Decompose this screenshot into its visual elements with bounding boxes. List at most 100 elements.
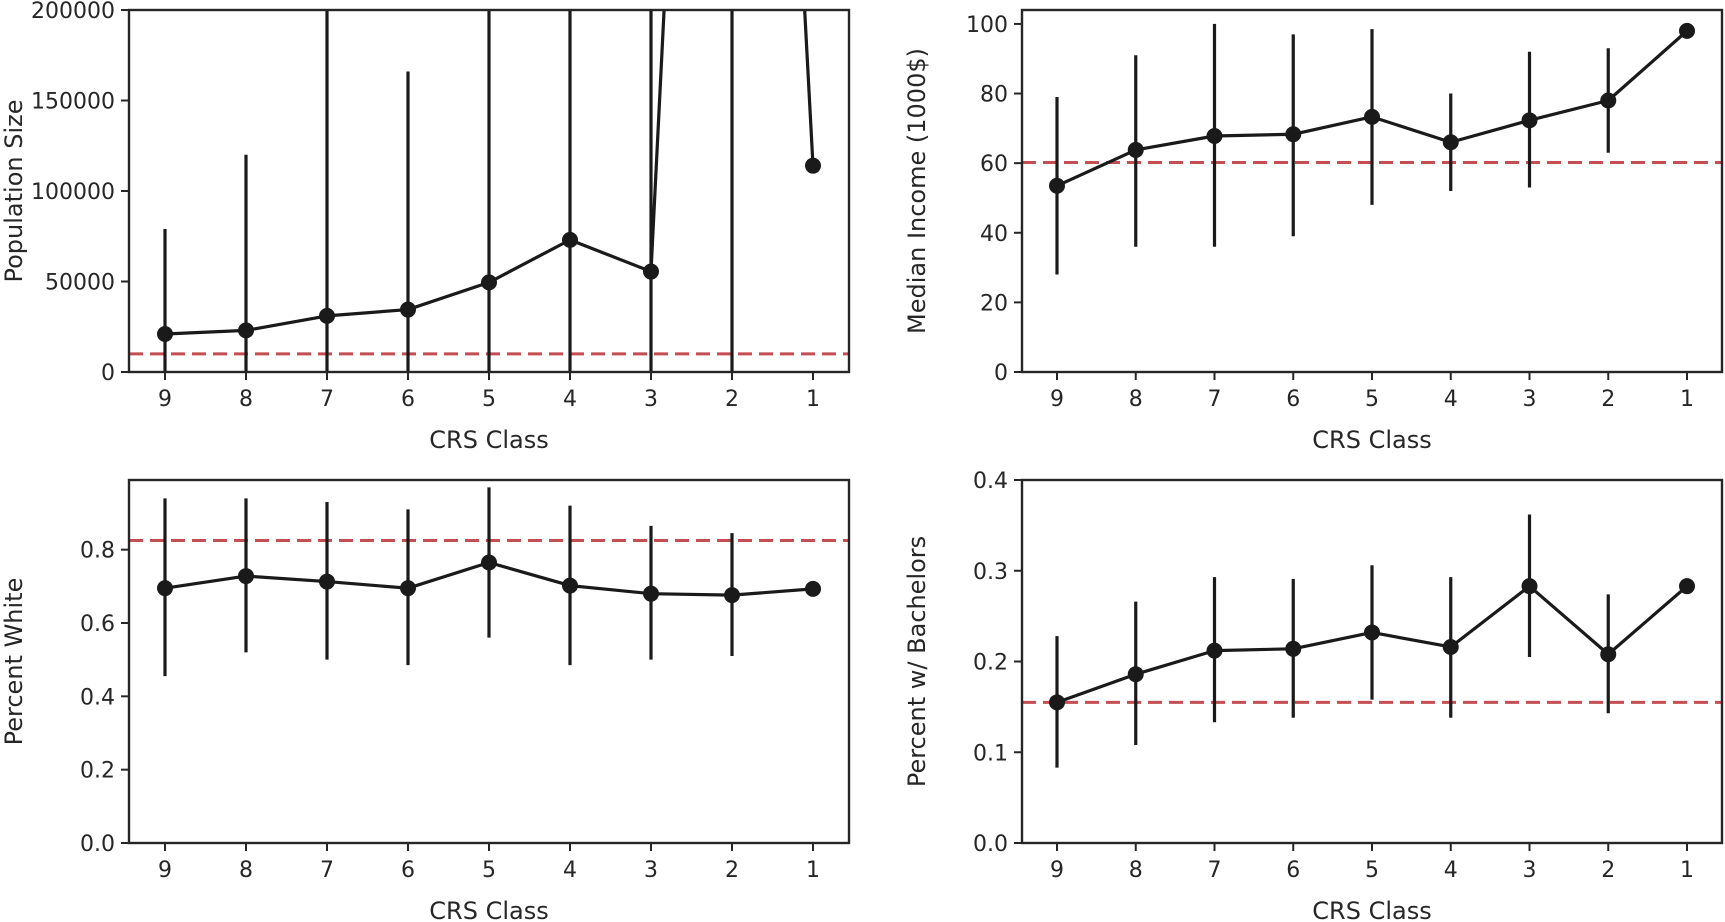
x-tick-label: 4 — [563, 858, 577, 883]
x-tick-label: 1 — [806, 387, 820, 412]
x-tick-label: 9 — [1050, 858, 1064, 883]
data-point — [1206, 128, 1223, 145]
y-tick-label: 200000 — [31, 0, 115, 24]
x-tick-label: 5 — [482, 858, 496, 883]
plot-area — [129, 10, 849, 372]
y-tick-label: 0.8 — [80, 539, 115, 564]
data-point — [1521, 112, 1538, 129]
x-tick-label: 5 — [1365, 387, 1379, 412]
data-point — [1285, 126, 1302, 143]
x-tick-label: 8 — [1129, 858, 1143, 883]
y-tick-label: 60 — [980, 152, 1008, 177]
data-point — [805, 580, 821, 597]
x-tick-label: 4 — [1444, 858, 1458, 883]
data-point — [400, 580, 416, 597]
y-tick-label: 0.0 — [973, 832, 1008, 857]
x-tick-label: 6 — [401, 858, 415, 883]
y-tick-label: 0.6 — [80, 612, 115, 637]
x-axis-label: CRS Class — [1312, 897, 1431, 922]
x-tick-label: 6 — [1286, 858, 1300, 883]
x-tick-label: 2 — [1601, 387, 1615, 412]
data-point — [400, 301, 416, 318]
data-point — [1442, 638, 1459, 655]
y-tick-label: 150000 — [31, 90, 115, 115]
y-axis-label: Median Income (1000$) — [903, 48, 931, 334]
y-tick-label: 0 — [994, 361, 1008, 386]
plot-area — [129, 487, 849, 677]
x-tick-label: 4 — [1444, 387, 1458, 412]
x-tick-label: 7 — [1208, 858, 1222, 883]
data-point — [319, 307, 335, 324]
data-point — [1127, 666, 1144, 683]
x-tick-label: 5 — [482, 387, 496, 412]
y-tick-label: 0 — [101, 361, 115, 386]
x-tick-label: 1 — [1680, 387, 1694, 412]
panel-bachelors: 9 8 7 6 5 4 3 2 1 0.0 0.1 0.2 0.3 0.4 CRS Class Percent… — [903, 469, 1724, 922]
data-point — [157, 325, 173, 342]
y-tick-label: 0.2 — [973, 651, 1008, 676]
data-point — [643, 263, 659, 280]
x-tick-label: 2 — [725, 858, 739, 883]
data-point — [1442, 134, 1459, 151]
x-tick-label: 3 — [644, 387, 658, 412]
data-point — [157, 580, 173, 597]
data-point — [1049, 694, 1065, 711]
x-axis-label: CRS Class — [1312, 426, 1431, 454]
data-point — [1521, 578, 1538, 595]
data-point — [1364, 108, 1380, 125]
x-tick-label: 9 — [158, 387, 172, 412]
y-axis-label: Percent w/ Bachelors — [903, 536, 931, 787]
x-axis-label: CRS Class — [429, 426, 548, 454]
x-tick-label: 7 — [320, 858, 334, 883]
x-tick-label: 9 — [158, 858, 172, 883]
y-axis-label: Percent White — [0, 578, 28, 746]
data-point — [1600, 92, 1617, 109]
y-tick-label: 0.2 — [80, 759, 115, 784]
y-tick-label: 40 — [980, 222, 1008, 247]
plot-area — [1022, 514, 1722, 768]
data-point — [238, 568, 254, 585]
x-tick-label: 4 — [563, 387, 577, 412]
y-axis-label: Population Size — [0, 100, 28, 283]
y-tick-label: 0.4 — [973, 469, 1008, 494]
y-tick-label: 50000 — [45, 271, 115, 296]
y-tick-label: 100 — [966, 13, 1008, 38]
data-point — [319, 573, 335, 590]
x-tick-label: 8 — [239, 387, 253, 412]
x-tick-label: 7 — [1208, 387, 1222, 412]
data-point — [1600, 646, 1617, 663]
data-point — [1127, 141, 1144, 158]
x-tick-label: 2 — [1601, 858, 1615, 883]
y-tick-label: 20 — [980, 291, 1008, 316]
panel-white: 9 8 7 6 5 4 3 2 1 0.0 0.2 0.4 0.6 0.8 CRS Class Percent… — [0, 478, 851, 922]
y-tick-label: 0.4 — [80, 685, 115, 710]
x-tick-label: 1 — [806, 858, 820, 883]
x-tick-label: 5 — [1365, 858, 1379, 883]
y-tick-label: 0.0 — [80, 832, 115, 857]
data-point — [805, 157, 821, 174]
y-tick-label: 0.3 — [973, 560, 1008, 585]
data-point — [1049, 177, 1065, 194]
data-point — [238, 322, 254, 339]
panel-population: 9 8 7 6 5 4 3 2 1 0 50000 100000 150000 200000 CRS Cla… — [0, 0, 851, 454]
y-tick-label: 0.1 — [973, 741, 1008, 766]
data-point — [562, 577, 578, 594]
x-tick-label: 8 — [1129, 387, 1143, 412]
x-axis-label: CRS Class — [429, 897, 548, 922]
y-tick-label: 80 — [980, 83, 1008, 108]
x-tick-label: 8 — [239, 858, 253, 883]
x-tick-label: 6 — [401, 387, 415, 412]
data-point — [481, 274, 497, 291]
panel-income: 9 8 7 6 5 4 3 2 1 0 20 40 60 80 100 CRS Class Median Inc… — [903, 8, 1724, 454]
data-point — [1679, 578, 1695, 595]
x-tick-label: 7 — [320, 387, 334, 412]
data-point — [1285, 640, 1302, 657]
data-point — [1364, 624, 1380, 641]
x-tick-label: 2 — [725, 387, 739, 412]
x-tick-label: 9 — [1050, 387, 1064, 412]
x-tick-label: 3 — [1523, 858, 1537, 883]
data-point — [643, 585, 659, 602]
plot-area — [1022, 22, 1722, 275]
x-tick-label: 1 — [1680, 858, 1694, 883]
